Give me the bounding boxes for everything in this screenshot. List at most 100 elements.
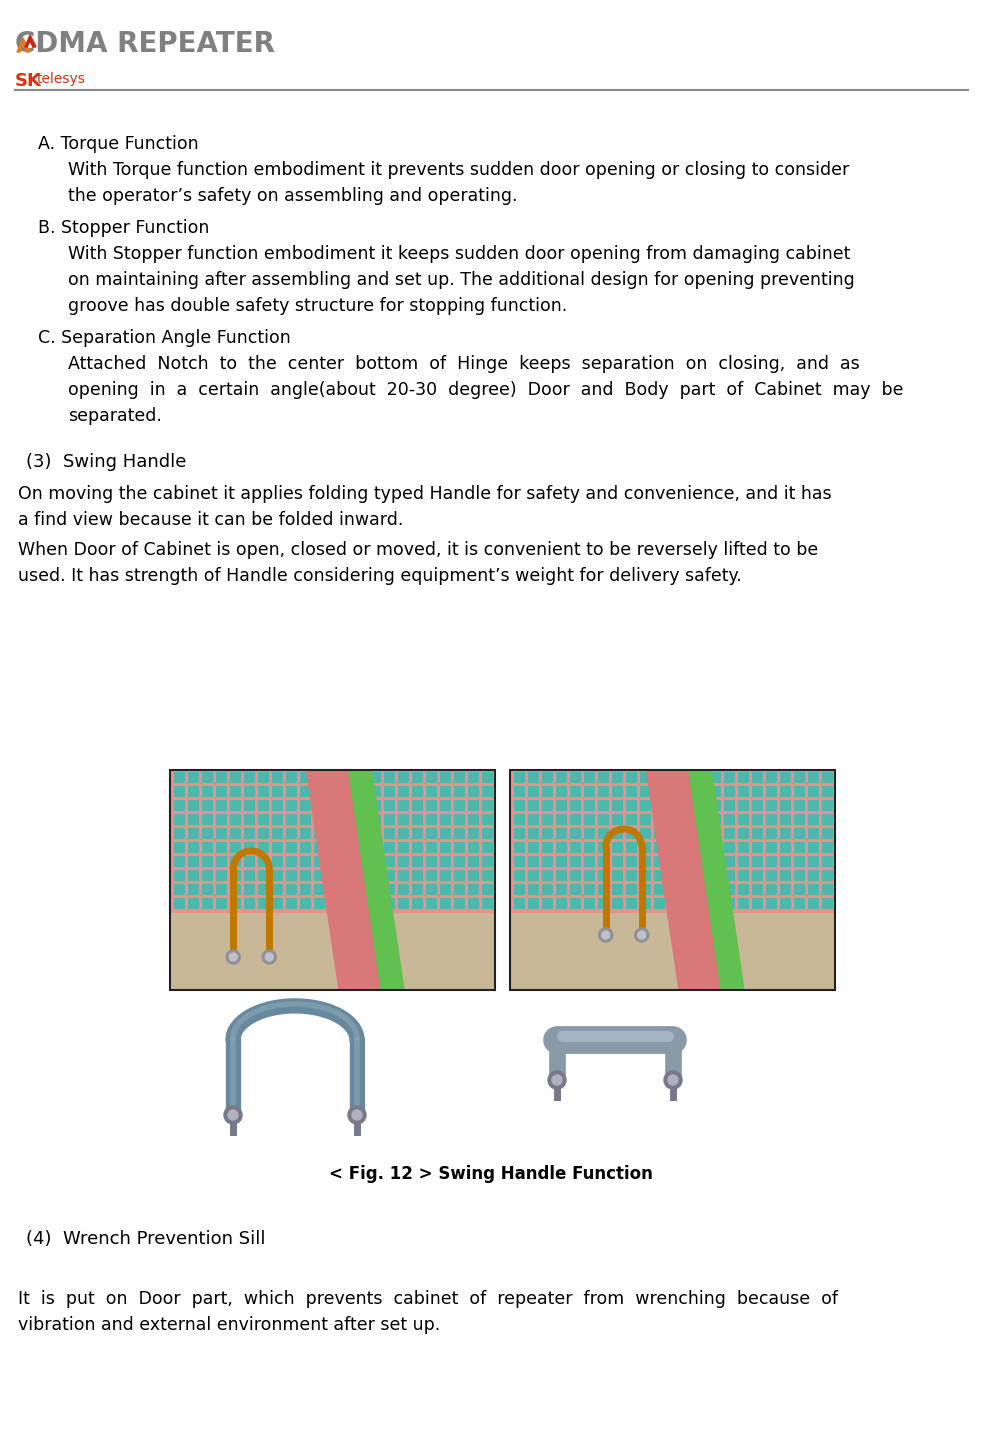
Bar xyxy=(230,799,241,811)
Bar xyxy=(300,814,311,825)
Bar xyxy=(356,787,367,797)
Bar xyxy=(216,787,227,797)
Bar xyxy=(682,828,693,839)
Bar xyxy=(528,842,539,854)
Bar xyxy=(738,884,749,895)
Bar xyxy=(514,814,525,825)
Bar xyxy=(542,828,553,839)
Bar xyxy=(370,814,381,825)
Bar xyxy=(612,898,623,909)
Bar xyxy=(542,869,553,881)
Bar xyxy=(482,857,493,867)
Bar xyxy=(570,869,581,881)
Bar xyxy=(612,842,623,854)
Bar xyxy=(482,772,493,784)
Bar xyxy=(780,884,791,895)
Bar xyxy=(528,772,539,784)
Bar xyxy=(752,898,763,909)
Bar xyxy=(724,828,735,839)
Bar xyxy=(780,898,791,909)
Bar xyxy=(724,857,735,867)
Bar xyxy=(286,857,297,867)
Bar xyxy=(426,898,437,909)
Bar xyxy=(724,842,735,854)
Bar xyxy=(202,898,213,909)
Bar xyxy=(510,769,835,990)
Bar xyxy=(640,898,651,909)
Bar xyxy=(528,814,539,825)
Bar xyxy=(286,772,297,784)
Bar xyxy=(570,772,581,784)
Bar xyxy=(384,772,395,784)
Bar xyxy=(202,828,213,839)
Bar xyxy=(230,884,241,895)
Bar xyxy=(570,857,581,867)
Bar xyxy=(738,828,749,839)
Text: With Torque function embodiment it prevents sudden door opening or closing to co: With Torque function embodiment it preve… xyxy=(68,162,849,179)
Bar xyxy=(556,814,567,825)
Bar xyxy=(584,842,595,854)
Bar xyxy=(216,898,227,909)
Text: groove has double safety structure for stopping function.: groove has double safety structure for s… xyxy=(68,297,567,315)
Text: opening  in  a  certain  angle(about  20-30  degree)  Door  and  Body  part  of : opening in a certain angle(about 20-30 d… xyxy=(68,380,903,399)
Bar xyxy=(696,787,707,797)
Bar xyxy=(794,857,805,867)
Circle shape xyxy=(638,931,646,940)
Bar xyxy=(682,869,693,881)
Bar xyxy=(780,842,791,854)
Bar xyxy=(398,842,409,854)
Bar xyxy=(598,772,609,784)
Bar xyxy=(370,828,381,839)
Bar xyxy=(780,772,791,784)
Bar xyxy=(682,787,693,797)
Bar xyxy=(584,898,595,909)
Bar xyxy=(528,898,539,909)
Bar xyxy=(174,814,185,825)
Bar xyxy=(216,842,227,854)
Bar xyxy=(454,898,465,909)
Bar xyxy=(584,828,595,839)
Bar xyxy=(468,814,479,825)
Circle shape xyxy=(552,1075,562,1085)
Bar xyxy=(682,857,693,867)
Text: CDMA REPEATER: CDMA REPEATER xyxy=(15,30,275,59)
Bar xyxy=(258,828,269,839)
Bar xyxy=(342,857,353,867)
Bar xyxy=(682,898,693,909)
Bar xyxy=(440,869,451,881)
Bar xyxy=(822,869,833,881)
Polygon shape xyxy=(25,34,36,47)
Bar xyxy=(398,857,409,867)
Text: (3)  Swing Handle: (3) Swing Handle xyxy=(26,453,187,470)
Bar xyxy=(468,884,479,895)
Bar xyxy=(384,857,395,867)
Bar xyxy=(244,814,255,825)
Bar xyxy=(384,842,395,854)
Bar xyxy=(570,884,581,895)
Bar xyxy=(272,799,283,811)
Bar xyxy=(244,772,255,784)
Bar xyxy=(696,814,707,825)
Bar xyxy=(822,857,833,867)
Bar xyxy=(244,799,255,811)
Bar xyxy=(314,857,325,867)
Bar xyxy=(258,884,269,895)
Bar xyxy=(398,814,409,825)
Bar xyxy=(780,828,791,839)
Bar xyxy=(514,857,525,867)
Bar xyxy=(752,869,763,881)
Bar xyxy=(598,799,609,811)
Bar xyxy=(314,814,325,825)
Bar xyxy=(272,787,283,797)
Bar xyxy=(174,772,185,784)
Bar xyxy=(482,814,493,825)
Bar xyxy=(556,772,567,784)
Bar xyxy=(216,869,227,881)
Polygon shape xyxy=(647,769,722,990)
Bar xyxy=(300,828,311,839)
Bar xyxy=(752,787,763,797)
Bar xyxy=(356,814,367,825)
Text: When Door of Cabinet is open, closed or moved, it is convenient to be reversely : When Door of Cabinet is open, closed or … xyxy=(18,541,818,559)
Bar xyxy=(822,842,833,854)
Bar xyxy=(556,828,567,839)
